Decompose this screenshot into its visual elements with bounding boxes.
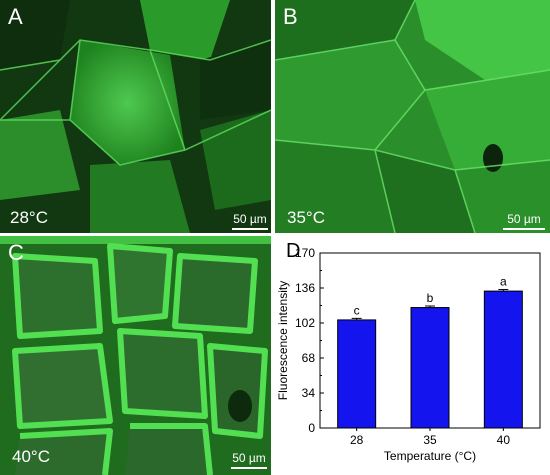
panel-letter-c: C bbox=[8, 240, 24, 265]
temperature-label-c: 40°C bbox=[12, 447, 50, 466]
micrograph-image-c bbox=[0, 236, 271, 475]
bar-chart: 0 34 68 102 136 170 c 28 b 35 a 40 Temperature (°C) F… bbox=[276, 246, 541, 463]
panel-letter-a: A bbox=[8, 4, 23, 29]
y-tick-label: 170 bbox=[295, 246, 315, 260]
micrograph-image-a bbox=[0, 0, 271, 233]
significance-label: c bbox=[354, 303, 360, 317]
panel-letter-b: B bbox=[283, 4, 298, 29]
bar bbox=[410, 307, 450, 429]
significance-label: a bbox=[500, 275, 507, 289]
scale-bar-label-a: 50 µm bbox=[233, 212, 267, 226]
y-tick-label: 34 bbox=[302, 386, 316, 400]
scale-bar-line-c bbox=[231, 467, 267, 469]
x-tick-label: 40 bbox=[497, 433, 511, 447]
micrograph-panel-b: B 35°C 50 µm bbox=[275, 0, 550, 233]
temperature-label-b: 35°C bbox=[287, 208, 325, 227]
scale-bar-label-c: 50 µm bbox=[232, 451, 266, 465]
y-tick-label: 68 bbox=[302, 351, 316, 365]
bar bbox=[483, 290, 523, 429]
micrograph-panel-c: C 40°C 50 µm bbox=[0, 236, 271, 475]
scale-bar-c: 50 µm bbox=[231, 452, 267, 469]
scale-bar-line-a bbox=[232, 228, 268, 230]
scale-bar-b: 50 µm bbox=[503, 213, 545, 230]
x-tick-label: 35 bbox=[423, 433, 437, 447]
x-axis-label: Temperature (°C) bbox=[384, 449, 476, 463]
chart-panel-d: D 0 34 68 102 136 170 c 28 b 35 a 40 Temperature (°C… bbox=[275, 236, 550, 475]
scale-bar-line-b bbox=[503, 228, 545, 230]
micrograph-panel-a: A 28°C 50 µm bbox=[0, 0, 271, 233]
scale-bar-a: 50 µm bbox=[232, 213, 268, 230]
y-tick-label: 0 bbox=[308, 421, 315, 435]
y-tick-label: 136 bbox=[295, 281, 315, 295]
x-tick-label: 28 bbox=[350, 433, 364, 447]
y-tick-label: 102 bbox=[295, 316, 315, 330]
scale-bar-label-b: 50 µm bbox=[507, 212, 541, 226]
y-axis-label: Fluorescence intensity bbox=[276, 281, 290, 400]
temperature-label-a: 28°C bbox=[10, 208, 48, 227]
micrograph-image-b bbox=[275, 0, 550, 233]
bar bbox=[337, 319, 377, 429]
significance-label: b bbox=[427, 291, 434, 305]
panel-letter-d: D bbox=[286, 240, 301, 262]
